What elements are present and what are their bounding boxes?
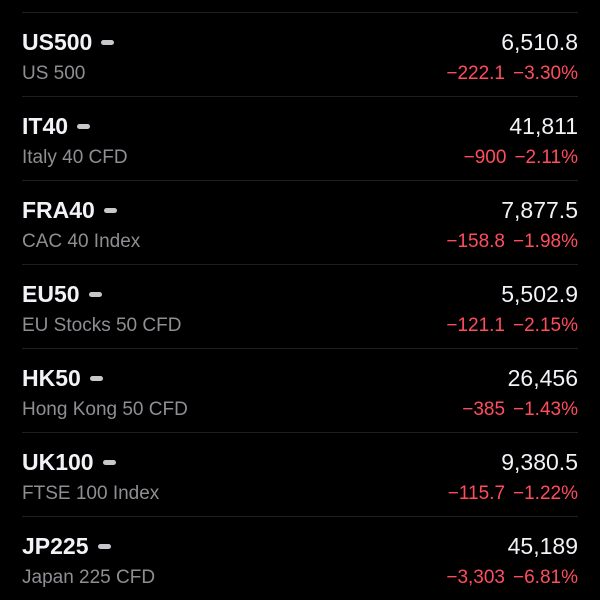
quote-row[interactable]: HK50 Hong Kong 50 CFD 26,456 −385 −1.43%: [22, 348, 578, 432]
quote-row[interactable]: US500 US 500 6,510.8 −222.1 −3.30%: [22, 12, 578, 96]
symbol: EU50: [22, 281, 80, 307]
percent-change: −2.11%: [514, 147, 578, 168]
percent-change: −1.98%: [513, 231, 578, 252]
symbol: UK100: [22, 449, 94, 475]
change: −115.7: [447, 483, 506, 504]
symbol: US500: [22, 29, 93, 55]
symbol-line: UK100: [22, 449, 116, 476]
change-line: −121.1 −2.15%: [446, 315, 578, 337]
change-line: −385 −1.43%: [462, 399, 578, 421]
change: −3,303: [446, 567, 506, 588]
change-line: −3,303 −6.81%: [446, 567, 578, 589]
quote-row[interactable]: JP225 Japan 225 CFD 45,189 −3,303 −6.81%: [22, 516, 578, 600]
percent-change: −6.81%: [513, 567, 578, 588]
percent-change: −3.30%: [513, 63, 578, 84]
instrument-name: FTSE 100 Index: [22, 483, 160, 504]
change: −158.8: [446, 231, 506, 252]
dash-icon: [88, 292, 102, 297]
price: 7,877.5: [501, 197, 578, 223]
change-line: −900 −2.11%: [464, 147, 578, 169]
instrument-name: EU Stocks 50 CFD: [22, 315, 182, 336]
quote-row[interactable]: FRA40 CAC 40 Index 7,877.5 −158.8 −1.98%: [22, 180, 578, 264]
instrument-name: Italy 40 CFD: [22, 147, 128, 168]
instrument-name: Japan 225 CFD: [22, 567, 156, 588]
instrument-name: US 500: [22, 63, 86, 84]
change-line: −158.8 −1.98%: [446, 231, 578, 253]
quote-row[interactable]: UK100 FTSE 100 Index 9,380.5 −115.7 −1.22%: [22, 432, 578, 516]
price: 6,510.8: [501, 29, 578, 55]
price: 26,456: [507, 365, 578, 391]
quote-row[interactable]: EU50 EU Stocks 50 CFD 5,502.9 −121.1 −2.15%: [22, 264, 578, 348]
price: 41,811: [509, 113, 578, 139]
change: −121.1: [446, 315, 506, 336]
symbol-line: EU50: [22, 281, 102, 308]
change: −222.1: [446, 63, 506, 84]
change: −900: [463, 147, 507, 168]
symbol: JP225: [22, 533, 89, 559]
symbol-line: JP225: [22, 533, 111, 560]
quote-row[interactable]: IT40 Italy 40 CFD 41,811 −900 −2.11%: [22, 96, 578, 180]
change-line: −222.1 −3.30%: [446, 63, 578, 85]
dash-icon: [97, 544, 111, 549]
instrument-name: CAC 40 Index: [22, 231, 141, 252]
dash-icon: [89, 376, 103, 381]
dash-icon: [103, 208, 117, 213]
symbol-line: US500: [22, 29, 115, 56]
symbol-line: FRA40: [22, 197, 117, 224]
dash-icon: [102, 460, 116, 465]
percent-change: −1.22%: [513, 483, 578, 504]
price: 9,380.5: [501, 449, 578, 475]
change: −385: [462, 399, 506, 420]
price: 5,502.9: [501, 281, 578, 307]
symbol-line: HK50: [22, 365, 103, 392]
instrument-name: Hong Kong 50 CFD: [22, 399, 188, 420]
dash-icon: [77, 124, 91, 129]
price: 45,189: [507, 533, 578, 559]
symbol: FRA40: [22, 197, 95, 223]
dash-icon: [101, 40, 115, 45]
symbol: IT40: [22, 113, 69, 139]
percent-change: −2.15%: [513, 315, 578, 336]
change-line: −115.7 −1.22%: [448, 483, 578, 505]
symbol: HK50: [22, 365, 81, 391]
symbol-line: IT40: [22, 113, 91, 140]
percent-change: −1.43%: [513, 399, 578, 420]
